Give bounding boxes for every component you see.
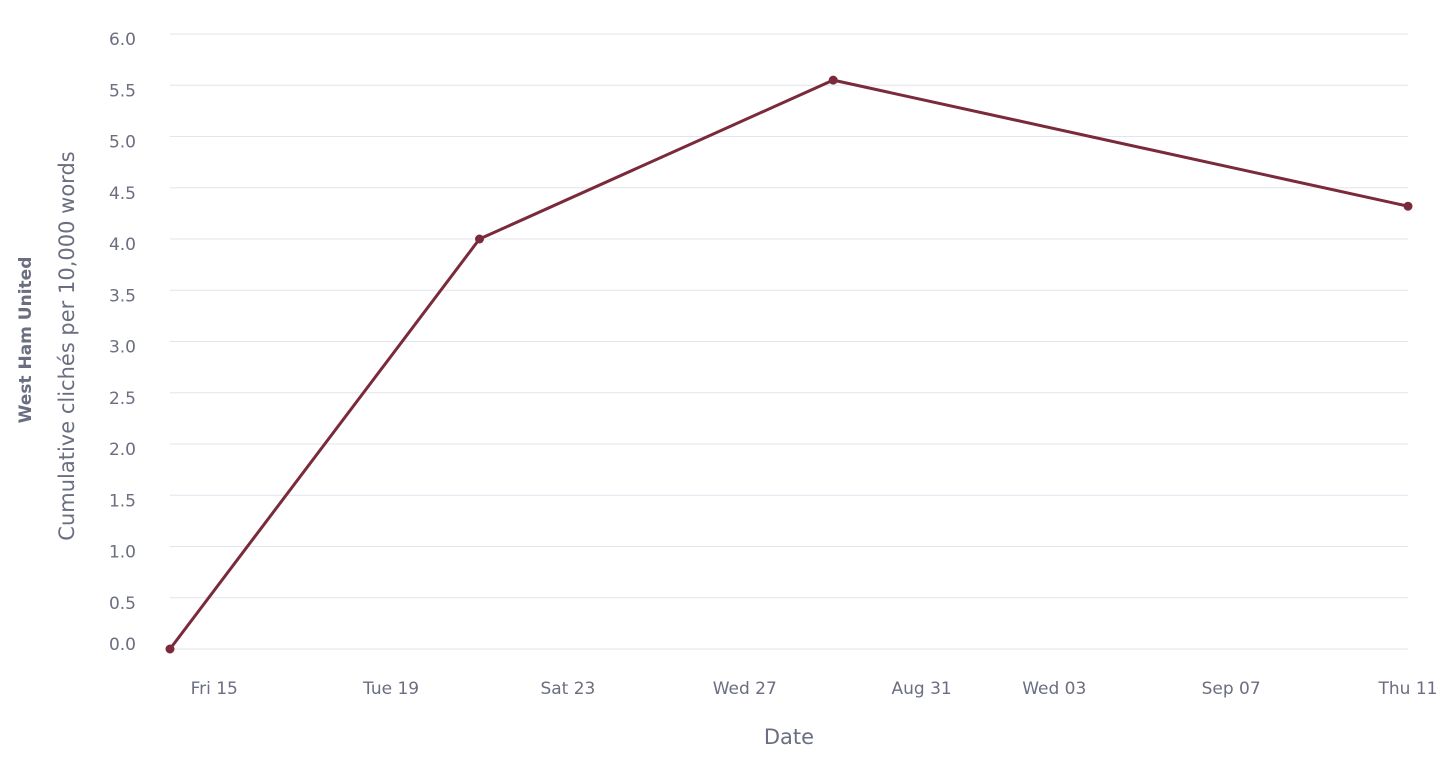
y-tick-label: 5.5 <box>109 81 136 101</box>
x-tick-label: Tue 19 <box>362 679 419 699</box>
x-tick-label: Sep 07 <box>1202 679 1261 699</box>
x-axis-title: Date <box>764 725 814 749</box>
y-tick-label: 3.5 <box>109 286 136 306</box>
y-tick-label: 1.5 <box>109 491 136 511</box>
x-tick-label: Wed 03 <box>1022 679 1086 699</box>
y-tick-label: 2.0 <box>109 440 136 460</box>
y-tick-label: 0.0 <box>109 635 136 655</box>
y-axis-title: West Ham United <box>16 257 36 424</box>
data-point <box>165 644 175 654</box>
x-tick-label: Wed 27 <box>713 679 777 699</box>
y-tick-label: 0.5 <box>109 594 136 614</box>
y-tick-label: 6.0 <box>109 30 136 50</box>
y-tick-label: 3.0 <box>109 338 136 358</box>
x-tick-label: Fri 15 <box>191 679 238 699</box>
x-tick-label: Sat 23 <box>540 679 595 699</box>
data-point <box>1403 201 1413 211</box>
x-tick-label: Aug 31 <box>892 679 952 699</box>
data-line <box>168 78 1409 650</box>
x-tick-label: Thu 11 <box>1378 679 1438 699</box>
y-tick-label: 4.5 <box>109 184 136 204</box>
data-point <box>475 234 484 244</box>
y-axis-subtitle: Cumulative clichés per 10,000 words <box>55 151 79 540</box>
y-tick-label: 1.0 <box>109 543 136 563</box>
y-tick-label: 4.0 <box>109 235 136 255</box>
y-tick-label: 5.0 <box>109 133 136 153</box>
y-tick-label: 2.5 <box>109 389 136 409</box>
data-point <box>828 75 838 85</box>
